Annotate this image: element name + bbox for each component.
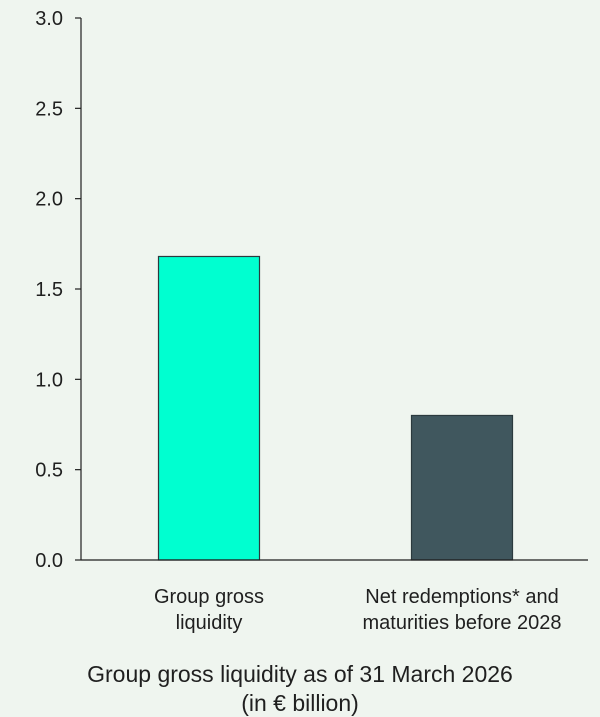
y-tick-label: 1.5	[35, 279, 63, 301]
y-tick-label: 1.0	[35, 369, 63, 391]
category-labels: Group gross liquidity Net redemptions* and…	[154, 586, 562, 634]
chart-title: Group gross liquidity as of 31 March 202…	[87, 661, 513, 687]
y-tick-label: 2.5	[35, 98, 63, 120]
y-tick-label: 3.0	[35, 8, 63, 30]
x-category-label: Group gross liquidity	[154, 586, 264, 634]
y-axis-ticks: 0.0 0.5 1.0 1.5 2.0 2.5 3.0	[35, 8, 81, 572]
y-tick-label: 0.5	[35, 460, 63, 482]
y-tick-label: 0.0	[35, 550, 63, 572]
bar	[157, 255, 261, 561]
chart-subtitle: (in € billion)	[241, 690, 359, 716]
bar	[410, 414, 514, 561]
y-tick-label: 2.0	[35, 189, 63, 211]
x-category-label: Net redemptions* and maturities before 20…	[362, 586, 561, 634]
bars	[157, 255, 514, 561]
